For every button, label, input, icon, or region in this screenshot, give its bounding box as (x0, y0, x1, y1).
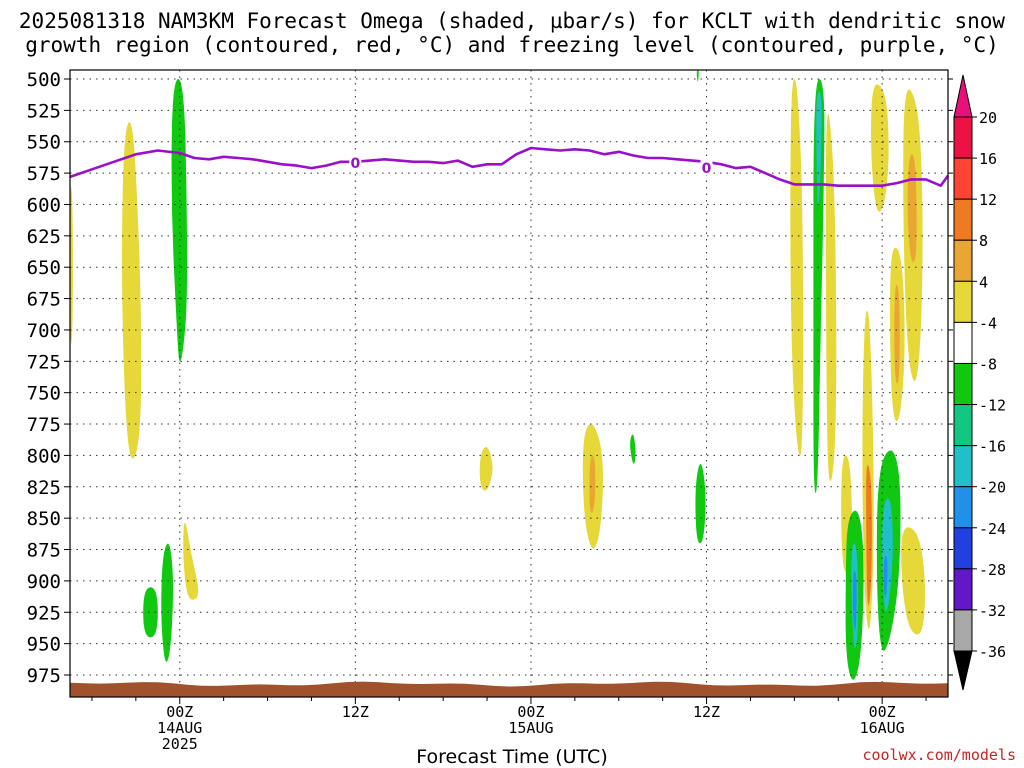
colorbar-label-7: -12 (979, 397, 1006, 415)
y-tick-label-750: 750 (27, 383, 61, 405)
x-tick-label-48-0: 00Z (869, 703, 896, 721)
y-tick-label-700: 700 (27, 320, 61, 342)
omega-core-5 (883, 555, 888, 597)
colorbar-label-8: -16 (979, 438, 1006, 456)
colorbar-segment-2 (953, 198, 973, 241)
y-tick-label-500: 500 (27, 69, 61, 91)
y-tick-label-875: 875 (27, 540, 61, 562)
omega-region-3 (479, 447, 493, 491)
omega-region-20 (183, 522, 199, 600)
x-tick-label-48-1: 16AUG (860, 719, 905, 737)
omega-core-2 (866, 464, 872, 606)
chart-title-line2: growth region (contoured, red, °C) and f… (25, 33, 999, 57)
x-tick-label-12-0: 12Z (342, 703, 369, 721)
colorbar-segment-4 (953, 280, 973, 323)
y-tick-label-725: 725 (27, 351, 61, 373)
y-tick-label-625: 625 (27, 226, 61, 248)
colorbar-label-3: 8 (979, 232, 988, 250)
x-tick-label-0-0: 00Z (166, 703, 193, 721)
colorbar-segment-5 (953, 321, 973, 364)
omega-region-1 (121, 122, 142, 459)
y-tick-label-600: 600 (27, 194, 61, 216)
omega-core-0 (907, 154, 917, 263)
colorbar-segment-9 (953, 486, 973, 529)
x-axis-title: Forecast Time (UTC) (416, 746, 608, 768)
chart-title-line1: 2025081318 NAM3KM Forecast Omega (shaded… (18, 9, 1006, 33)
y-tick-label-825: 825 (27, 477, 61, 499)
colorbar-bottom-arrow (953, 650, 973, 691)
y-tick-label-525: 525 (27, 100, 61, 122)
plot-frame (69, 69, 949, 698)
omega-core-7 (852, 571, 857, 631)
y-tick-label-675: 675 (27, 289, 61, 311)
y-tick-label-650: 650 (27, 257, 61, 279)
colorbar-segment-6 (953, 362, 973, 406)
colorbar-segment-3 (953, 239, 973, 282)
omega-region-7 (790, 79, 804, 456)
axes-layer: 500 525 550 575 600 625 650 675 700 725 750 775 800 8… (27, 69, 953, 753)
freezing-level-label-0: 0 (350, 156, 360, 172)
x-tick-label-24-1: 15AUG (508, 719, 553, 737)
x-tick-label-0-2: 2025 (162, 735, 198, 753)
y-tick-label-775: 775 (27, 414, 61, 436)
site-credit: coolwx.com/models (862, 746, 1016, 764)
freezing-level-label-1: 0 (702, 161, 712, 177)
colorbar-segment-10 (953, 527, 973, 570)
freezing-level-line (69, 146, 950, 187)
y-tick-label-950: 950 (27, 634, 61, 656)
colorbar-segment-7 (953, 404, 973, 447)
colorbar-segment-gray (953, 609, 973, 652)
omega-region-21 (696, 70, 699, 82)
freezing-level-label-bg-0 (349, 154, 362, 171)
y-tick-label-800: 800 (27, 445, 61, 467)
omega-region-6 (695, 463, 706, 544)
y-tick-label-900: 900 (27, 571, 61, 593)
y-tick-label-975: 975 (27, 665, 61, 687)
colorbar-segment-0 (953, 116, 973, 159)
omega-region-9 (825, 114, 837, 482)
colorbar-label-6: -8 (979, 355, 997, 373)
y-tick-label-550: 550 (27, 132, 61, 154)
colorbar-label-2: 12 (979, 191, 997, 209)
omega-region-8 (813, 79, 825, 494)
omega-core-shading-layer (589, 91, 917, 648)
omega-region-5 (630, 434, 636, 464)
omega-region-18 (143, 587, 158, 638)
omega-core-8 (816, 91, 822, 206)
freezing-level-label-bg-1 (700, 159, 713, 176)
omega-shading-layer (70, 70, 925, 680)
colorbar-label-1: 16 (979, 150, 997, 168)
colorbar-label-13: -36 (979, 643, 1006, 661)
colorbar-label-9: -20 (979, 479, 1006, 497)
colorbar-segment-8 (953, 445, 973, 488)
y-tick-label-850: 850 (27, 508, 61, 530)
colorbar-label-11: -28 (979, 561, 1006, 579)
y-tick-label-575: 575 (27, 163, 61, 185)
omega-region-10 (871, 84, 889, 212)
x-tick-label-36-0: 12Z (693, 703, 720, 721)
colorbar-label-0: 20 (979, 109, 997, 127)
y-tick-label-925: 925 (27, 602, 61, 624)
omega-region-19 (161, 543, 174, 662)
colorbar-segment-11 (953, 568, 973, 611)
x-tick-label-24-0: 00Z (517, 703, 544, 721)
colorbar-label-4: 4 (979, 273, 988, 291)
colorbar-label-10: -24 (979, 520, 1006, 538)
x-tick-label-0-1: 14AUG (157, 719, 202, 737)
colorbar-top-arrow (953, 74, 973, 118)
omega-core-3 (589, 455, 596, 513)
colorbar-label-5: -4 (979, 314, 997, 332)
terrain-layer (70, 681, 948, 697)
colorbar-label-12: -32 (979, 602, 1006, 620)
colorbar-segment-1 (953, 157, 973, 200)
colorbar: 20 16 12 8 4 -4 -8 -12 -16 -20 -24 -28 -32 -36 (953, 74, 1006, 691)
terrain-fill (70, 681, 948, 697)
omega-core-1 (894, 284, 900, 384)
omega-region-2 (70, 186, 73, 345)
omega-region-17 (901, 527, 925, 635)
